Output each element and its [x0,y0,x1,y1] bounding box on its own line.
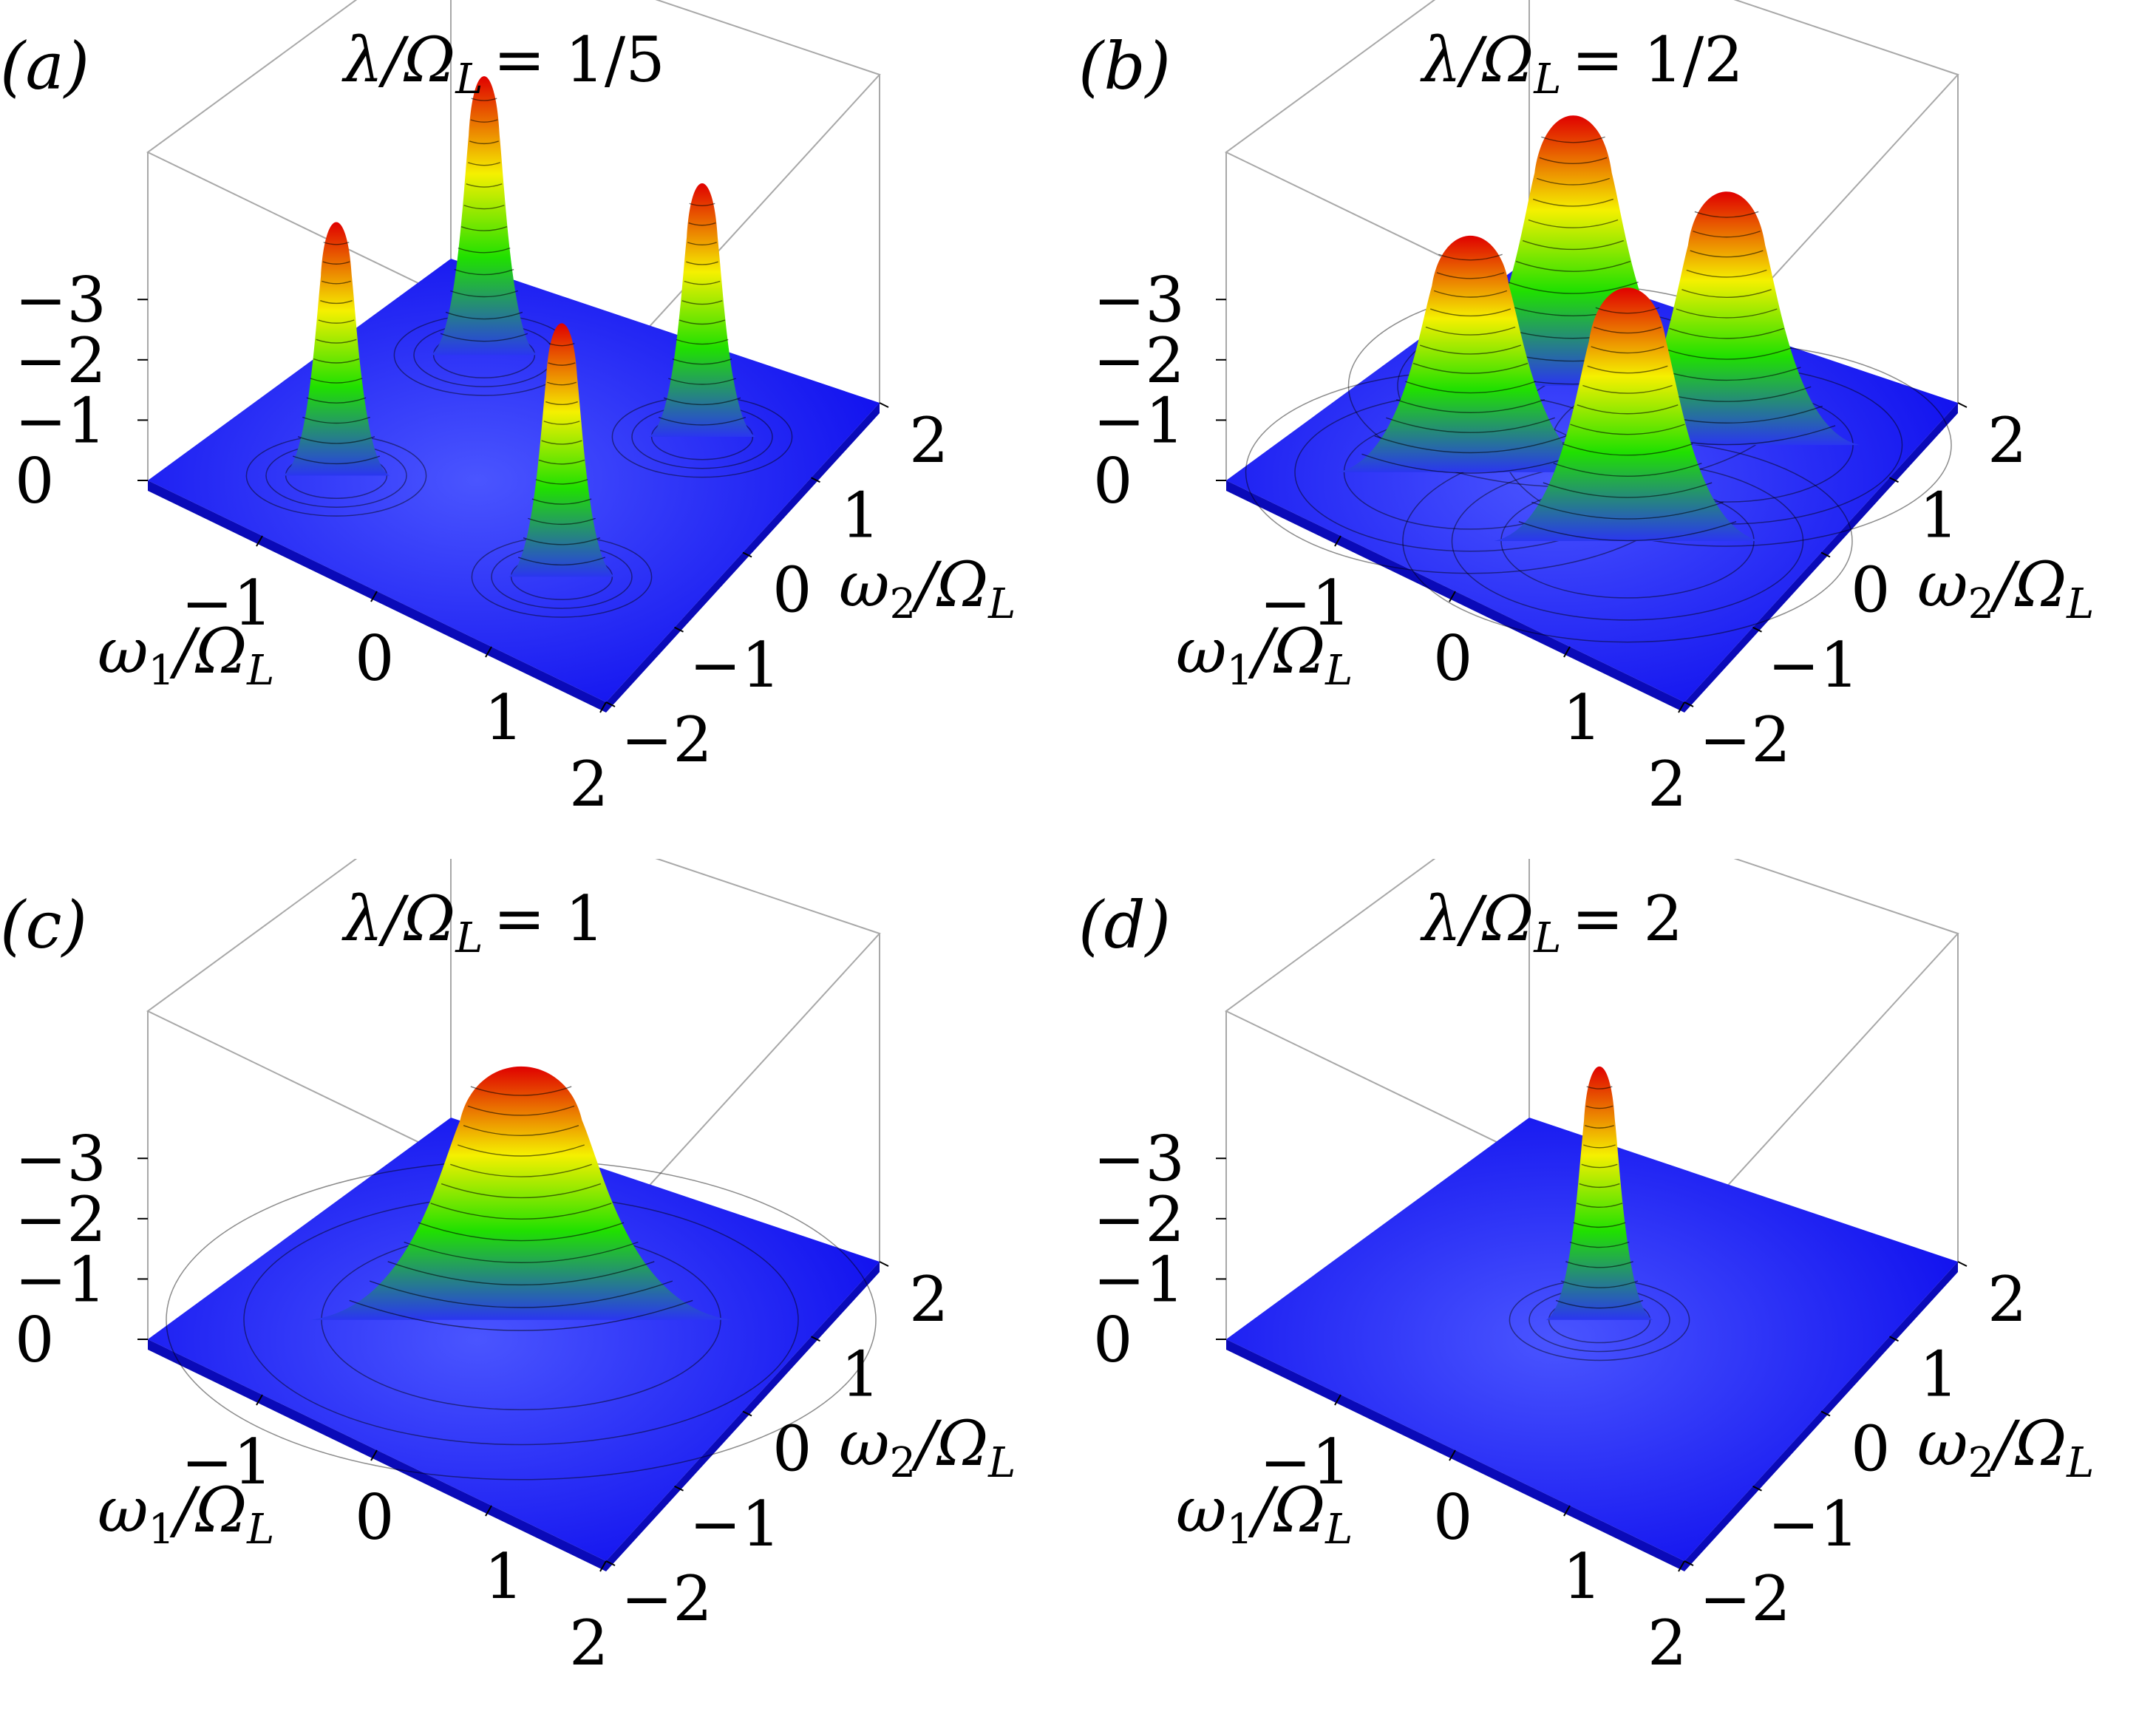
z-tick-label: 0 [15,1304,54,1376]
x-tick-label: 0 [1433,622,1472,695]
base-plane [1226,1118,1958,1561]
x-axis-label: ω1/ΩL [98,1474,274,1554]
x-tick-label: 1 [484,1540,523,1613]
x-tick-label: 2 [1647,748,1687,820]
base-edge-left [148,480,606,713]
z-tick-label: −2 [1093,1183,1185,1256]
panel-c: (c) λ/ΩL = 1 −3 −2 −1 0 −1 0 1 2 2 1 0 −1 −2 ω1/ΩL ω2/ΩL [0,859,1078,1717]
x-axis-label: ω1/ΩL [98,615,274,695]
y-tick-label: 1 [1919,479,1959,551]
x-tick-label: 1 [1562,681,1602,754]
z-tick-label: −3 [15,264,106,336]
z-tick-label: −2 [15,324,106,397]
y-axis-label: ω2/ΩL [1917,1407,2094,1487]
z-tick-label: −1 [1093,1243,1185,1316]
x-tick-label: −1 [181,1426,273,1498]
y-tick-label: 0 [772,1413,812,1486]
y-tick-label: −2 [1699,1563,1791,1635]
z-tick-label: 0 [15,445,54,517]
panel-letter: (c) [0,887,87,963]
base-edge-right [1684,1262,1958,1571]
surface-peak [508,323,616,577]
surface-peak [282,222,390,476]
x-tick-label: −1 [1259,567,1351,639]
y-tick-label: −2 [621,704,713,776]
y-tick-label: −1 [1768,1488,1860,1560]
x-axis-label: ω1/ΩL [1176,615,1353,695]
base-edge-left [148,1339,606,1571]
panel-b: (b) λ/ΩL = 1/2 −3 −2 −1 0 −1 0 1 2 2 1 0 −1 −2 ω1/ΩL ω2/Ω… [1078,0,2156,858]
base-plane [148,1118,880,1561]
z-tick-label: −1 [1093,384,1185,457]
x-tick-label: 1 [484,681,523,754]
x-tick-label: −1 [181,567,273,639]
z-tick-label: −3 [1093,264,1185,336]
surface-peak [1494,288,1761,542]
panel-title: λ/ΩL = 1/5 [341,24,665,103]
surface-peak [648,183,756,437]
surface-peak [430,76,538,356]
panel-letter: (d) [1078,887,1171,963]
y-tick-label: 2 [909,1263,948,1336]
panel-letter: (b) [1078,28,1171,104]
z-tick-label: −3 [1093,1123,1185,1195]
surface-peak [1545,1066,1653,1320]
base-edge-left [1226,480,1684,713]
x-tick-label: −1 [1259,1426,1351,1498]
y-tick-label: −2 [621,1563,713,1635]
x-tick-label: 1 [1562,1540,1602,1613]
x-tick-label: 0 [355,622,394,695]
y-tick-label: −1 [690,1488,781,1560]
y-tick-label: 0 [1851,1413,1890,1486]
surface-peak [1337,235,1605,474]
y-tick-label: 1 [841,479,880,551]
z-tick-label: −1 [15,1243,106,1316]
panel-title: λ/ΩL = 1 [341,883,605,962]
panel-d: (d) λ/ΩL = 2 −3 −2 −1 0 −1 0 1 2 2 1 0 −1 −2 ω1/ΩL ω2/ΩL [1078,859,2156,1717]
z-tick-label: −2 [1093,324,1185,397]
y-tick-label: 0 [772,554,812,627]
x-tick-label: 0 [355,1481,394,1554]
y-axis-label: ω2/ΩL [839,548,1016,628]
z-tick-label: 0 [1093,1304,1132,1376]
z-tick-label: 0 [1093,445,1132,517]
surface-peak [310,1066,732,1331]
base-edge-right [1684,403,1958,713]
z-tick-label: −3 [15,1123,106,1195]
y-tick-label: 2 [1987,404,2027,477]
x-axis-label: ω1/ΩL [1176,1474,1353,1554]
y-tick-label: 2 [1987,1263,2027,1336]
y-tick-label: −1 [690,629,781,701]
panel-letter: (a) [0,28,89,104]
y-tick-label: −2 [1699,704,1791,776]
panel-title: λ/ΩL = 2 [1420,883,1683,962]
y-axis-label: ω2/ΩL [1917,548,2094,628]
x-tick-label: 2 [1647,1607,1687,1679]
z-tick-label: −2 [15,1183,106,1256]
z-tick-label: −1 [15,384,106,457]
base-edge-right [606,1262,880,1571]
y-tick-label: 2 [909,404,948,477]
x-tick-label: 0 [1433,1481,1472,1554]
y-tick-label: −1 [1768,629,1860,701]
panel-title: λ/ΩL = 1/2 [1420,24,1744,103]
x-tick-label: 2 [569,1607,608,1679]
x-tick-label: 2 [569,748,608,820]
y-axis-label: ω2/ΩL [839,1407,1016,1487]
y-tick-label: 1 [1919,1338,1959,1410]
base-edge-right [606,403,880,713]
panel-a: (a) λ/ΩL = 1/5 −3 −2 −1 0 −1 0 1 2 2 1 0 −1 −2 ω1/ΩL ω2/Ω… [0,0,1078,858]
surface-plot-a: (a) λ/ΩL = 1/5−3−2−10−1012210−1−2ω1/ΩLω2/Ω… [0,0,1016,820]
surface-plot-b: (b) λ/ΩL = 1/2−3−2−10−1012210−1−2ω1/ΩLω2/Ω… [1078,0,2094,820]
y-tick-label: 0 [1851,554,1890,627]
y-tick-label: 1 [841,1338,880,1410]
base-edge-left [1226,1339,1684,1571]
